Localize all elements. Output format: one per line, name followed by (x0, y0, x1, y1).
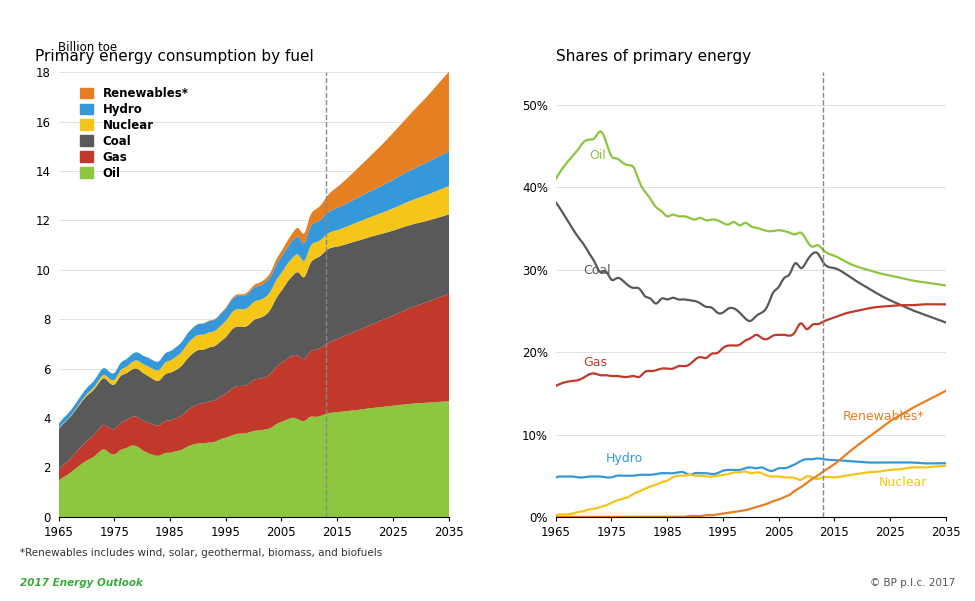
Text: Nuclear: Nuclear (878, 475, 927, 489)
Text: 2017 Energy Outlook: 2017 Energy Outlook (20, 578, 142, 588)
Text: Primary energy consumption by fuel: Primary energy consumption by fuel (35, 49, 314, 64)
Legend: Renewables*, Hydro, Nuclear, Coal, Gas, Oil: Renewables*, Hydro, Nuclear, Coal, Gas, … (80, 87, 188, 180)
Text: Oil: Oil (589, 148, 606, 162)
Text: Gas: Gas (584, 356, 607, 369)
Text: Hydro: Hydro (605, 452, 644, 465)
Text: Coal: Coal (584, 264, 611, 277)
Text: *Renewables includes wind, solar, geothermal, biomass, and biofuels: *Renewables includes wind, solar, geothe… (20, 548, 382, 558)
Text: © BP p.l.c. 2017: © BP p.l.c. 2017 (871, 578, 956, 588)
Text: Renewables*: Renewables* (842, 410, 924, 423)
Text: Billion toe: Billion toe (58, 41, 118, 54)
Text: Shares of primary energy: Shares of primary energy (556, 49, 751, 64)
